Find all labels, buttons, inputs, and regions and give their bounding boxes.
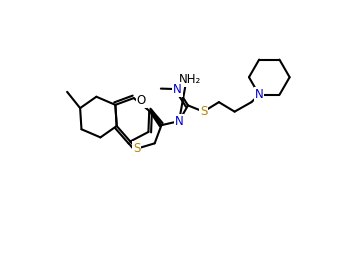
Text: O: O xyxy=(137,94,146,107)
Text: N: N xyxy=(175,115,183,128)
Text: N: N xyxy=(255,88,264,101)
Text: S: S xyxy=(200,105,207,118)
Text: S: S xyxy=(133,142,140,155)
Text: NH₂: NH₂ xyxy=(179,73,201,86)
Text: N: N xyxy=(173,83,182,96)
